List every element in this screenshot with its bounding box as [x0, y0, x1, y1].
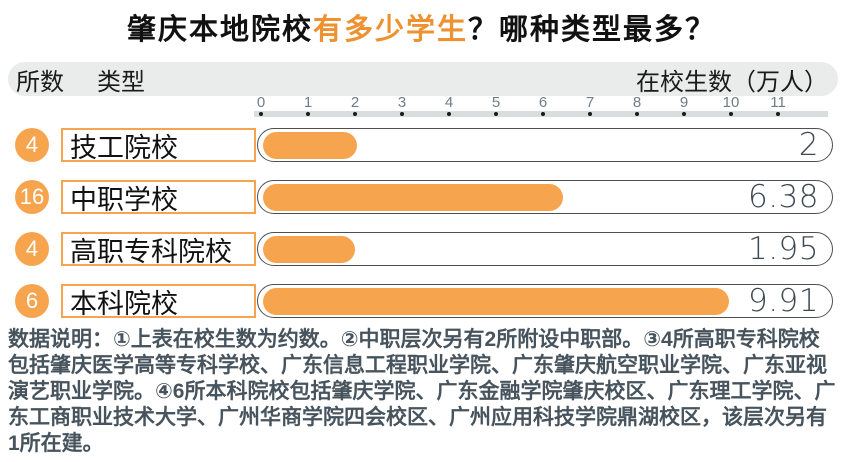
type-label: 本科院校: [70, 288, 178, 319]
x-axis-tick-label: 7: [585, 94, 595, 111]
x-axis-tick-label: 4: [444, 94, 454, 111]
x-axis-ruler: [254, 111, 828, 117]
x-axis-tick-label: 9: [679, 94, 689, 111]
column-header-value: 在校生数（万人）: [636, 68, 828, 96]
title-suffix: ？哪种类型最多？: [468, 14, 717, 46]
footnote-text: 数据说明：①上表在校生数为约数。②中职层次另有2所附设中职部。③4所高职专科院校…: [8, 328, 836, 455]
bar: [263, 236, 355, 263]
title-prefix: 肇庆本地院校: [126, 14, 313, 46]
column-header-type: 类型: [97, 68, 145, 96]
x-axis-tick-dot: [588, 112, 592, 116]
x-axis-tick-dot: [494, 112, 498, 116]
x-axis-tick-label: 0: [256, 94, 266, 111]
bar: [263, 184, 563, 211]
value-label: 2: [798, 127, 819, 163]
x-axis-tick-dot: [635, 112, 639, 116]
value-label: 1.95: [747, 231, 819, 267]
count-value: 16: [19, 184, 45, 209]
x-axis-tick-dot: [541, 112, 545, 116]
x-axis-tick-dot: [729, 112, 733, 116]
x-axis-tick-label: 10: [722, 94, 740, 111]
x-axis-tick-dot: [776, 112, 780, 116]
x-axis-tick-dot: [400, 112, 404, 116]
table-row: 6 本科院校 9.91: [0, 284, 843, 319]
title-highlight: 有多少学生: [312, 14, 468, 46]
x-axis-tick-label: 2: [350, 94, 360, 111]
table-row: 4 高职专科院校 1.95: [0, 232, 843, 267]
x-axis-tick-dot: [306, 112, 310, 116]
count-badge: 6: [15, 284, 49, 318]
type-label-box: 中职学校: [61, 180, 256, 215]
bar: [263, 132, 357, 159]
x-axis-tick-label: 5: [491, 94, 501, 111]
table-row: 4 技工院校 2: [0, 128, 843, 163]
x-axis-tick-dot: [259, 112, 263, 116]
count-value: 6: [25, 288, 39, 313]
bar-track: 2: [257, 128, 833, 162]
type-label: 技工院校: [70, 132, 178, 163]
table-header: 所数 类型 在校生数（万人）: [8, 62, 838, 96]
type-label-box: 高职专科院校: [61, 232, 256, 267]
x-axis-tick-dot: [447, 112, 451, 116]
bar: [263, 288, 729, 315]
bar-track: 1.95: [257, 232, 833, 266]
count-value: 4: [25, 236, 39, 261]
type-label: 中职学校: [70, 184, 178, 215]
type-label-box: 技工院校: [61, 128, 256, 163]
x-axis-tick-labels: 0 1 2 3 4 5 6 7 8 9 10 11: [0, 94, 843, 112]
value-label: 9.91: [747, 283, 819, 319]
x-axis-tick-label: 1: [303, 94, 313, 111]
count-badge: 4: [15, 232, 49, 266]
bar-track: 6.38: [257, 180, 833, 214]
x-axis-tick-label: 11: [770, 94, 786, 111]
x-axis-tick-label: 3: [397, 94, 407, 111]
bar-track: 9.91: [257, 284, 833, 318]
count-badge: 4: [15, 128, 49, 162]
x-axis-tick-dot: [353, 112, 357, 116]
type-label-box: 本科院校: [61, 284, 256, 319]
table-row: 16 中职学校 6.38: [0, 180, 843, 215]
page-title: 肇庆本地院校有多少学生？哪种类型最多？: [0, 6, 843, 48]
x-axis-tick-dot: [682, 112, 686, 116]
count-badge: 16: [15, 180, 49, 214]
count-value: 4: [25, 132, 39, 157]
x-axis-tick-label: 6: [538, 94, 548, 111]
type-label: 高职专科院校: [70, 236, 232, 267]
x-axis-tick-label: 8: [632, 94, 642, 111]
column-header-count: 所数: [16, 68, 64, 96]
value-label: 6.38: [747, 179, 819, 215]
